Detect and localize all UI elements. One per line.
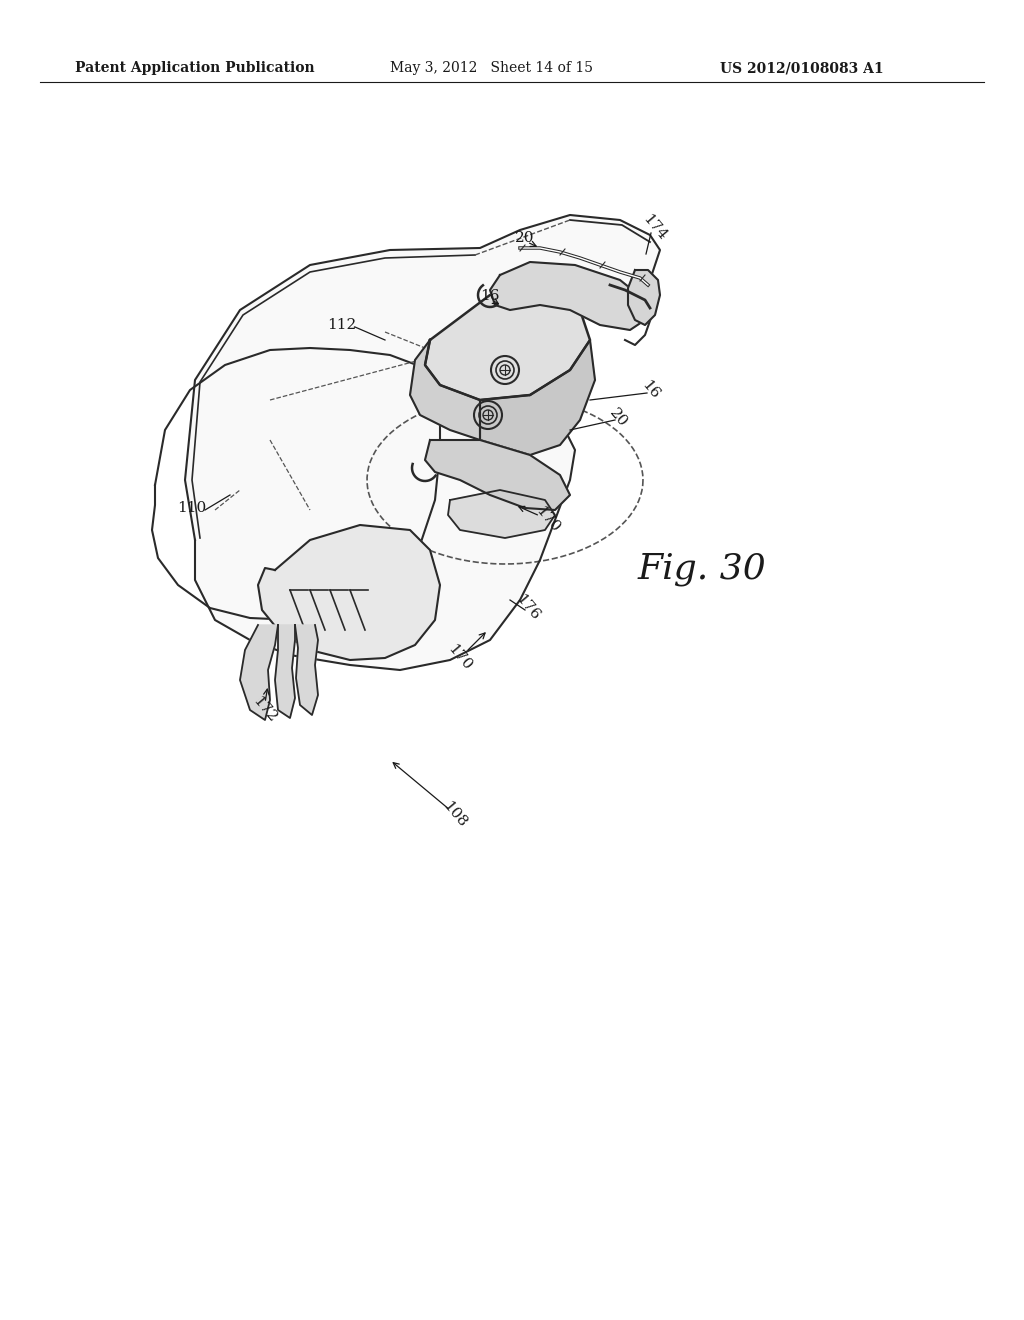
Text: 16: 16	[480, 289, 500, 304]
Text: 110: 110	[177, 502, 207, 515]
Text: 174: 174	[640, 213, 670, 244]
Polygon shape	[410, 341, 480, 440]
Polygon shape	[490, 261, 645, 330]
Polygon shape	[425, 290, 590, 400]
Polygon shape	[425, 440, 570, 510]
Text: Patent Application Publication: Patent Application Publication	[75, 61, 314, 75]
Text: 112: 112	[328, 318, 356, 333]
Polygon shape	[295, 624, 318, 715]
Polygon shape	[628, 271, 660, 325]
Text: May 3, 2012   Sheet 14 of 15: May 3, 2012 Sheet 14 of 15	[390, 61, 593, 75]
Polygon shape	[449, 490, 555, 539]
Polygon shape	[185, 215, 660, 671]
Text: 176: 176	[513, 593, 543, 623]
Polygon shape	[258, 525, 440, 660]
Polygon shape	[480, 341, 595, 455]
Text: US 2012/0108083 A1: US 2012/0108083 A1	[720, 61, 884, 75]
Text: 20: 20	[606, 407, 630, 430]
Text: 170: 170	[445, 643, 475, 673]
Text: 108: 108	[440, 800, 470, 830]
Text: 20: 20	[515, 231, 535, 246]
Polygon shape	[275, 624, 295, 718]
Text: Fig. 30: Fig. 30	[638, 552, 767, 586]
Text: 16: 16	[638, 378, 662, 403]
Text: 172: 172	[250, 694, 280, 726]
Polygon shape	[240, 624, 278, 719]
Text: 170: 170	[534, 504, 563, 536]
